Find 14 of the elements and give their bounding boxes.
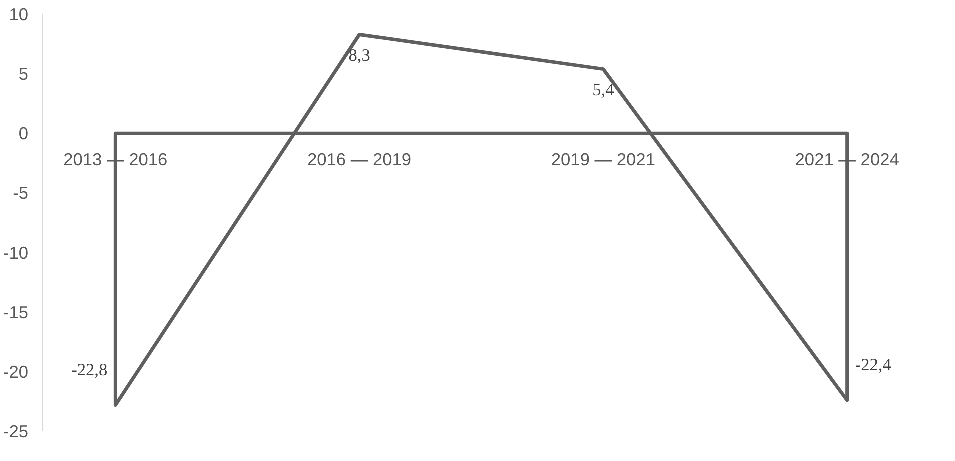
y-tick-label: 10	[9, 4, 29, 24]
data-label: -22,4	[855, 356, 892, 375]
x-tick-label: 2019 — 2021	[551, 150, 656, 170]
data-label: 5,4	[592, 80, 615, 100]
x-tick-label: 2016 — 2019	[308, 150, 412, 170]
data-label: 8,3	[348, 46, 370, 65]
y-tick-label: 0	[18, 124, 29, 144]
y-tick-label: -15	[3, 302, 28, 322]
y-tick-label: -5	[13, 183, 29, 204]
y-tick-label: -25	[3, 422, 28, 442]
data-label: -22,8	[72, 360, 108, 380]
y-tick-label: -20	[3, 362, 28, 382]
y-tick-label: -10	[3, 242, 28, 263]
y-tick-label: 5	[18, 64, 29, 84]
